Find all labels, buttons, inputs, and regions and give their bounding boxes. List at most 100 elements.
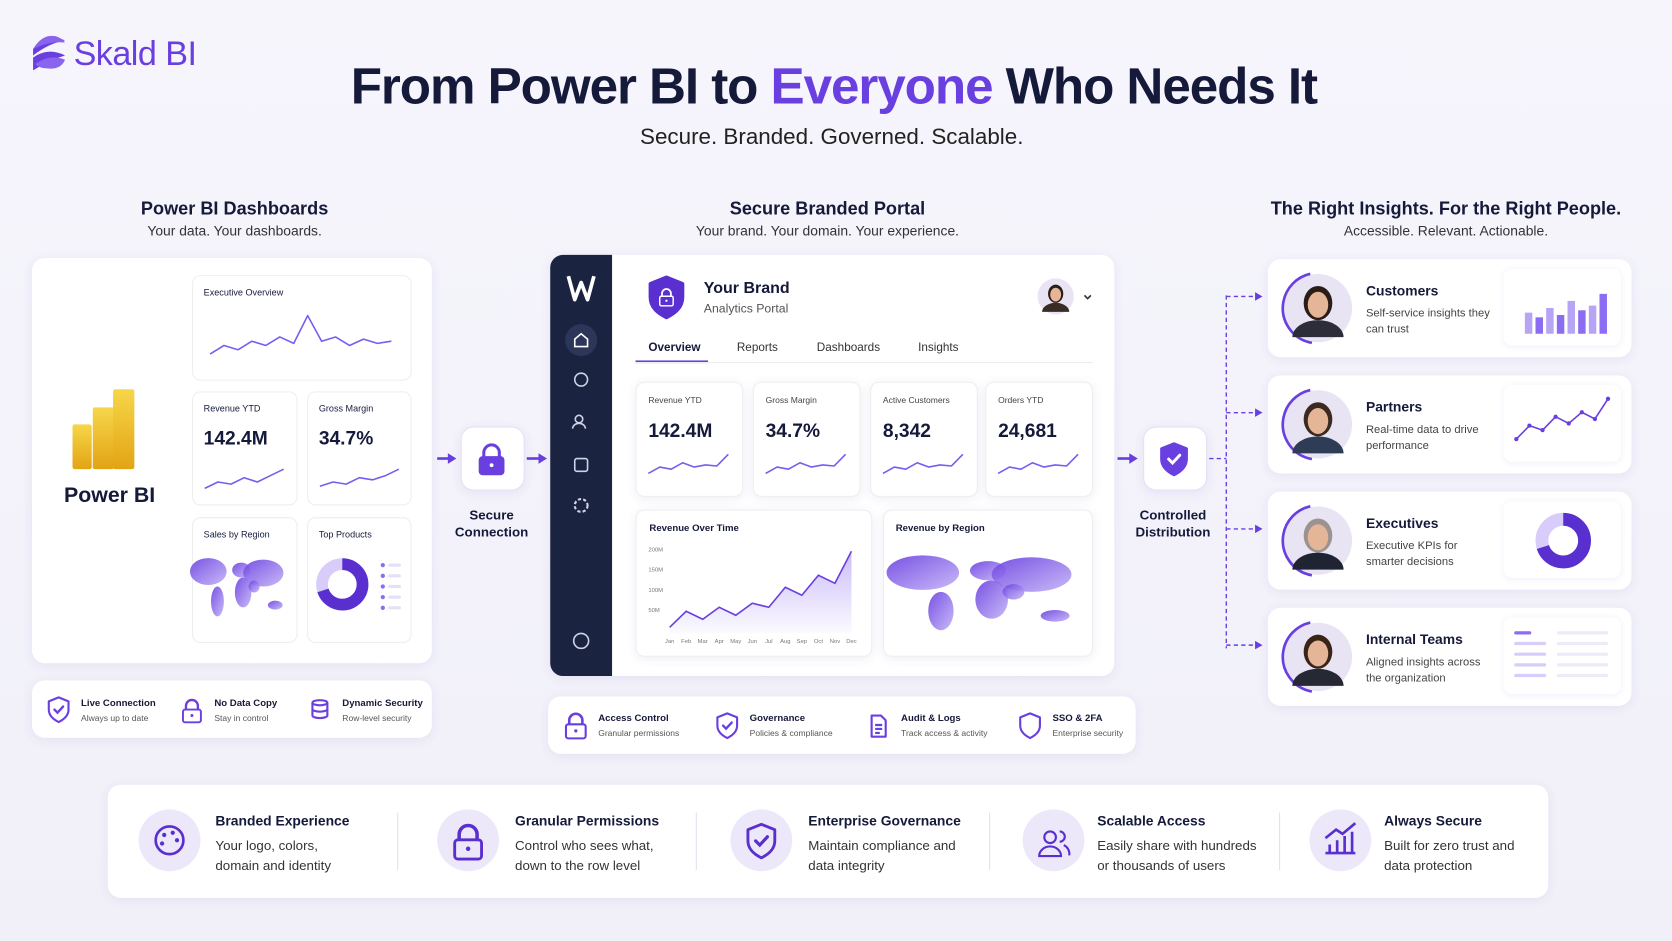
audience-chart	[1503, 384, 1621, 462]
benefit-description: Your logo, colors, domain and identity	[215, 838, 331, 874]
avatar-face	[1307, 640, 1329, 667]
tab: Insights	[918, 341, 959, 355]
y-tick-label: 50M	[648, 607, 660, 615]
feature-title: Live Connection	[81, 697, 156, 709]
sparkline	[209, 314, 392, 355]
palette-dot	[162, 832, 167, 838]
section-title: Power BI Dashboards	[140, 198, 329, 219]
db-icon	[311, 699, 329, 707]
y-tick-label: 150M	[648, 567, 664, 574]
nav-icon	[573, 372, 589, 387]
kpi-title: Gross Margin	[765, 395, 817, 406]
mini-row	[1556, 673, 1609, 678]
mini-point	[1592, 416, 1598, 422]
check-icon	[53, 705, 65, 715]
nav-icon	[571, 422, 587, 429]
y-tick-label: 200M	[648, 547, 664, 554]
feature-subtitle: Row-level security	[342, 713, 412, 723]
dropdown	[1083, 294, 1092, 300]
feature-subtitle: Granular permissions	[598, 728, 680, 738]
icon-bg	[138, 809, 201, 872]
donut	[1535, 512, 1591, 569]
sparkline	[1515, 398, 1609, 440]
people-icon	[1043, 830, 1057, 845]
logo-mark	[33, 35, 66, 69]
donut	[316, 558, 369, 611]
avatar-body	[1292, 552, 1344, 570]
shield-icon	[1019, 712, 1041, 740]
portal-brand: Your Brand	[703, 279, 790, 298]
mini-point	[1579, 410, 1584, 415]
mini-row	[1514, 641, 1547, 646]
world-map	[975, 580, 1009, 619]
lock-icon	[482, 443, 501, 459]
section-subtitle: Accessible. Relevant. Actionable.	[1343, 222, 1549, 239]
feature-title: Dynamic Security	[342, 697, 423, 709]
audience-name: Customers	[1365, 282, 1439, 299]
legend-line	[388, 563, 401, 567]
kpi-card	[635, 381, 744, 497]
arrowhead	[1255, 408, 1263, 417]
mini-point	[1514, 436, 1519, 442]
avatar-body	[1042, 302, 1070, 312]
arrowhead	[1255, 524, 1263, 534]
x-tick-label: Nov	[829, 638, 841, 646]
benefit-description: Built for zero trust and data protection	[1384, 838, 1515, 874]
power-bi-logo	[113, 389, 135, 470]
power-bi-features	[31, 680, 432, 738]
x-tick-label: Oct	[813, 638, 823, 646]
sparkline	[647, 453, 729, 475]
power-bi-logo	[92, 407, 115, 470]
world-map	[991, 557, 1072, 592]
card-title: Sales by Region	[203, 528, 270, 540]
section-subtitle: Your brand. Your domain. Your experience…	[695, 222, 960, 239]
avatar-body	[1292, 436, 1344, 454]
connector-label: Controlled Distribution	[1135, 507, 1211, 540]
tab: Dashboards	[816, 341, 881, 355]
section-subtitle: Your data. Your dashboards.	[147, 222, 322, 239]
icon-bg	[1309, 809, 1372, 872]
mini-bar	[1588, 305, 1597, 334]
mini-point	[1605, 396, 1611, 401]
page-title: From Power BI to Everyone Who Needs It	[351, 55, 1318, 119]
legend-dot	[380, 563, 385, 568]
lock-icon	[184, 698, 200, 711]
avatar-body	[1292, 320, 1344, 338]
world-map	[211, 586, 224, 617]
check-icon	[754, 835, 770, 848]
x-tick-label: Apr	[714, 638, 724, 646]
shield-icon	[716, 712, 739, 740]
revenue-area	[669, 551, 852, 634]
lock-icon	[453, 838, 483, 861]
x-tick-label: Feb	[681, 638, 692, 646]
nav-icon	[573, 332, 589, 348]
x-tick-label: Jul	[765, 638, 773, 646]
avatar-body	[1292, 668, 1344, 686]
lock-icon	[659, 295, 674, 307]
audience-description: Real-time data to drive performance	[1365, 423, 1479, 453]
title-highlight: Everyone	[770, 58, 994, 116]
x-tick-label: Jan	[664, 638, 675, 646]
mini-bar	[1535, 317, 1543, 334]
section-title: Secure Branded Portal	[729, 198, 926, 219]
x-tick-label: Mar	[697, 638, 708, 646]
arrowhead	[538, 453, 548, 464]
world-map	[189, 558, 227, 585]
world-map	[1002, 584, 1025, 600]
x-tick-label: Dec	[846, 638, 857, 646]
mini-row	[1556, 663, 1609, 667]
tab: Reports	[736, 341, 778, 355]
x-tick-label: Jun	[747, 638, 758, 646]
world-map	[886, 555, 960, 590]
benefit-description: Maintain compliance and data integrity	[808, 838, 956, 874]
doc-icon	[870, 714, 887, 738]
section-title: The Right Insights. For the Right People…	[1270, 198, 1622, 219]
mini-bar	[1599, 293, 1607, 334]
mini-row	[1514, 652, 1547, 656]
arrowhead	[1129, 453, 1138, 464]
sparkline	[765, 453, 847, 475]
benefit-description: Control who sees what, down to the row l…	[515, 838, 654, 874]
lock-icon	[489, 463, 494, 468]
audience-name: Executives	[1365, 515, 1439, 532]
